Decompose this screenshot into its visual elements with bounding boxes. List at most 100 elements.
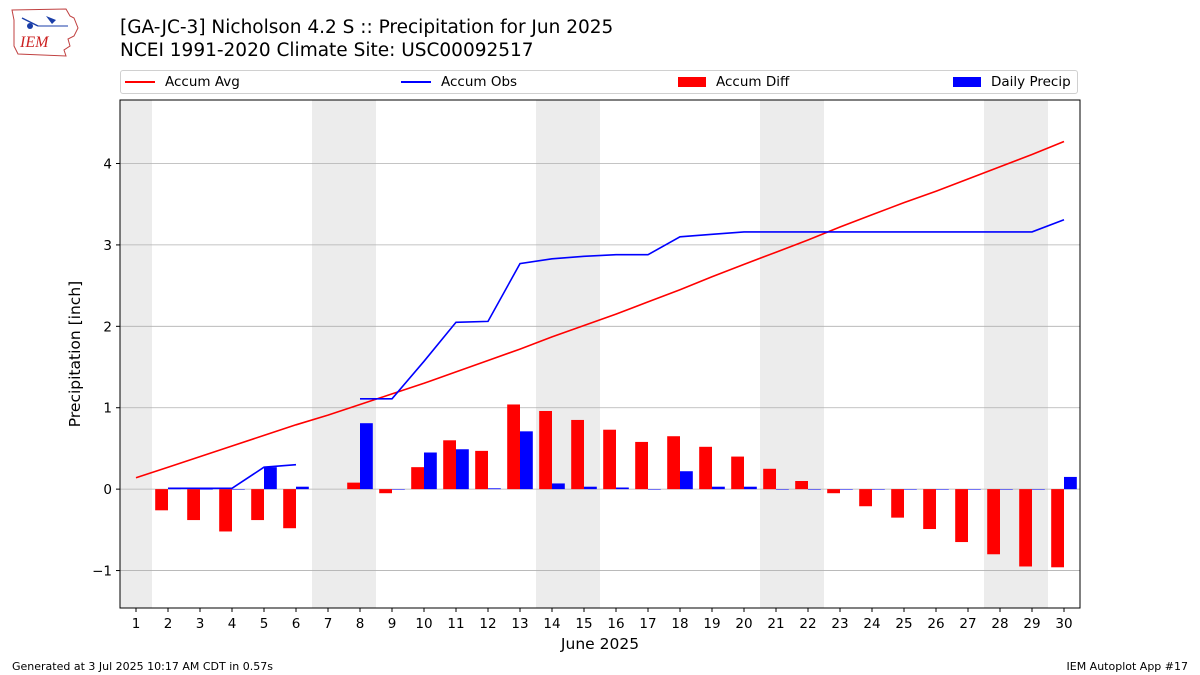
x-tick-label: 28 (991, 616, 1008, 632)
accum-diff-bar (1051, 489, 1064, 568)
daily-precip-bar (1064, 476, 1077, 490)
y-tick-label: 1 (103, 401, 112, 417)
daily-precip-bar (648, 489, 661, 490)
daily-precip-bar (296, 486, 309, 490)
daily-precip-bar (1000, 489, 1013, 490)
logo-text: IEM (19, 34, 50, 51)
daily-precip-bar (264, 467, 277, 490)
accum-diff-bar (571, 419, 584, 490)
accum-diff-bar (187, 489, 200, 521)
x-tick-label: 24 (863, 616, 880, 632)
accum-diff-bar (667, 436, 680, 490)
x-tick-label: 20 (735, 616, 752, 632)
x-tick-label: 15 (575, 616, 592, 632)
x-tick-label: 19 (703, 616, 720, 632)
daily-precip-bar (1032, 489, 1045, 490)
daily-precip-bar (616, 487, 629, 490)
weekend-band (312, 100, 376, 608)
legend-label: Daily Precip (991, 74, 1071, 90)
x-tick-label: 26 (927, 616, 944, 632)
x-tick-label: 27 (959, 616, 976, 632)
daily-precip-bar (872, 489, 885, 490)
legend-label: Accum Diff (716, 74, 790, 90)
accum-avg-line (135, 140, 1065, 479)
daily-precip-bar (520, 431, 533, 490)
x-tick-label: 22 (799, 616, 816, 632)
x-tick-label: 16 (607, 616, 624, 632)
daily-precip-bar (808, 489, 821, 490)
y-tick-label: 3 (103, 238, 112, 254)
legend-swatch (953, 77, 981, 87)
daily-precip-bar (680, 471, 693, 490)
x-tick-label: 13 (511, 616, 528, 632)
accum-obs-line (168, 463, 297, 490)
x-tick-label: 4 (228, 616, 237, 632)
accum-diff-bar (251, 489, 264, 521)
x-tick-label: 3 (196, 616, 205, 632)
x-tick-label: 1 (132, 616, 141, 632)
accum-diff-bar (731, 456, 744, 490)
x-tick-label: 17 (639, 616, 656, 632)
daily-precip-bar (712, 486, 725, 490)
weekend-band (760, 100, 824, 608)
x-tick-label: 18 (671, 616, 688, 632)
x-tick-label: 10 (415, 616, 432, 632)
accum-diff-bar (379, 489, 392, 494)
daily-precip-bar (744, 486, 757, 490)
accum-diff-bar (219, 489, 232, 532)
y-tick-label: 2 (103, 319, 112, 335)
x-tick-label: 8 (356, 616, 365, 632)
weekend-band (536, 100, 600, 608)
daily-precip-bar (232, 489, 245, 490)
iem-logo: IEM (11, 8, 79, 57)
x-tick-label: 9 (388, 616, 397, 632)
accum-diff-bar (411, 467, 424, 490)
y-tick-label: 4 (103, 157, 112, 173)
y-tick-label: −1 (92, 564, 112, 580)
accum-diff-bar (1019, 489, 1032, 567)
accum-diff-bar (635, 441, 648, 490)
x-tick-label: 12 (479, 616, 496, 632)
weekend-band (120, 100, 152, 608)
chart-title: [GA-JC-3] Nicholson 4.2 S :: Precipitati… (120, 17, 614, 38)
legend-item-accum-diff: Accum Diff (678, 73, 789, 91)
accum-diff-bar (763, 468, 776, 490)
x-tick-label: 21 (767, 616, 784, 632)
legend-swatch (125, 81, 155, 83)
daily-precip-bar (200, 489, 213, 490)
legend: Accum Avg Accum Obs Accum Diff Daily Pre… (120, 70, 1078, 94)
daily-precip-bar (552, 483, 565, 490)
accum-diff-bar (507, 404, 520, 490)
daily-precip-bar (584, 486, 597, 490)
accum-diff-bar (859, 489, 872, 507)
footer-app: IEM Autoplot App #17 (1066, 660, 1189, 673)
accum-diff-bar (795, 481, 808, 490)
x-tick-label: 6 (292, 616, 301, 632)
accum-diff-bar (347, 482, 360, 490)
legend-swatch (678, 77, 706, 87)
x-tick-label: 29 (1023, 616, 1040, 632)
x-tick-label: 7 (324, 616, 333, 632)
x-tick-label: 2 (164, 616, 173, 632)
accum-diff-bar (827, 489, 840, 494)
daily-precip-bar (392, 489, 405, 490)
daily-precip-bar (360, 423, 373, 490)
accum-diff-bar (955, 489, 968, 543)
accum-diff-bar (603, 429, 616, 490)
accum-diff-bar (891, 489, 904, 518)
legend-item-accum-avg: Accum Avg (125, 73, 240, 91)
daily-precip-bar (776, 489, 789, 490)
accum-diff-bar (699, 446, 712, 490)
accum-diff-bar (283, 489, 296, 529)
daily-precip-bar (840, 489, 853, 490)
x-tick-label: 14 (543, 616, 560, 632)
x-axis-label: June 2025 (560, 635, 639, 653)
x-tick-label: 25 (895, 616, 912, 632)
footer-generated: Generated at 3 Jul 2025 10:17 AM CDT in … (12, 660, 273, 673)
x-tick-label: 5 (260, 616, 269, 632)
legend-label: Accum Obs (441, 74, 518, 90)
accum-diff-bar (475, 450, 488, 490)
x-tick-label: 11 (447, 616, 464, 632)
y-axis-label: Precipitation [inch] (66, 281, 84, 427)
